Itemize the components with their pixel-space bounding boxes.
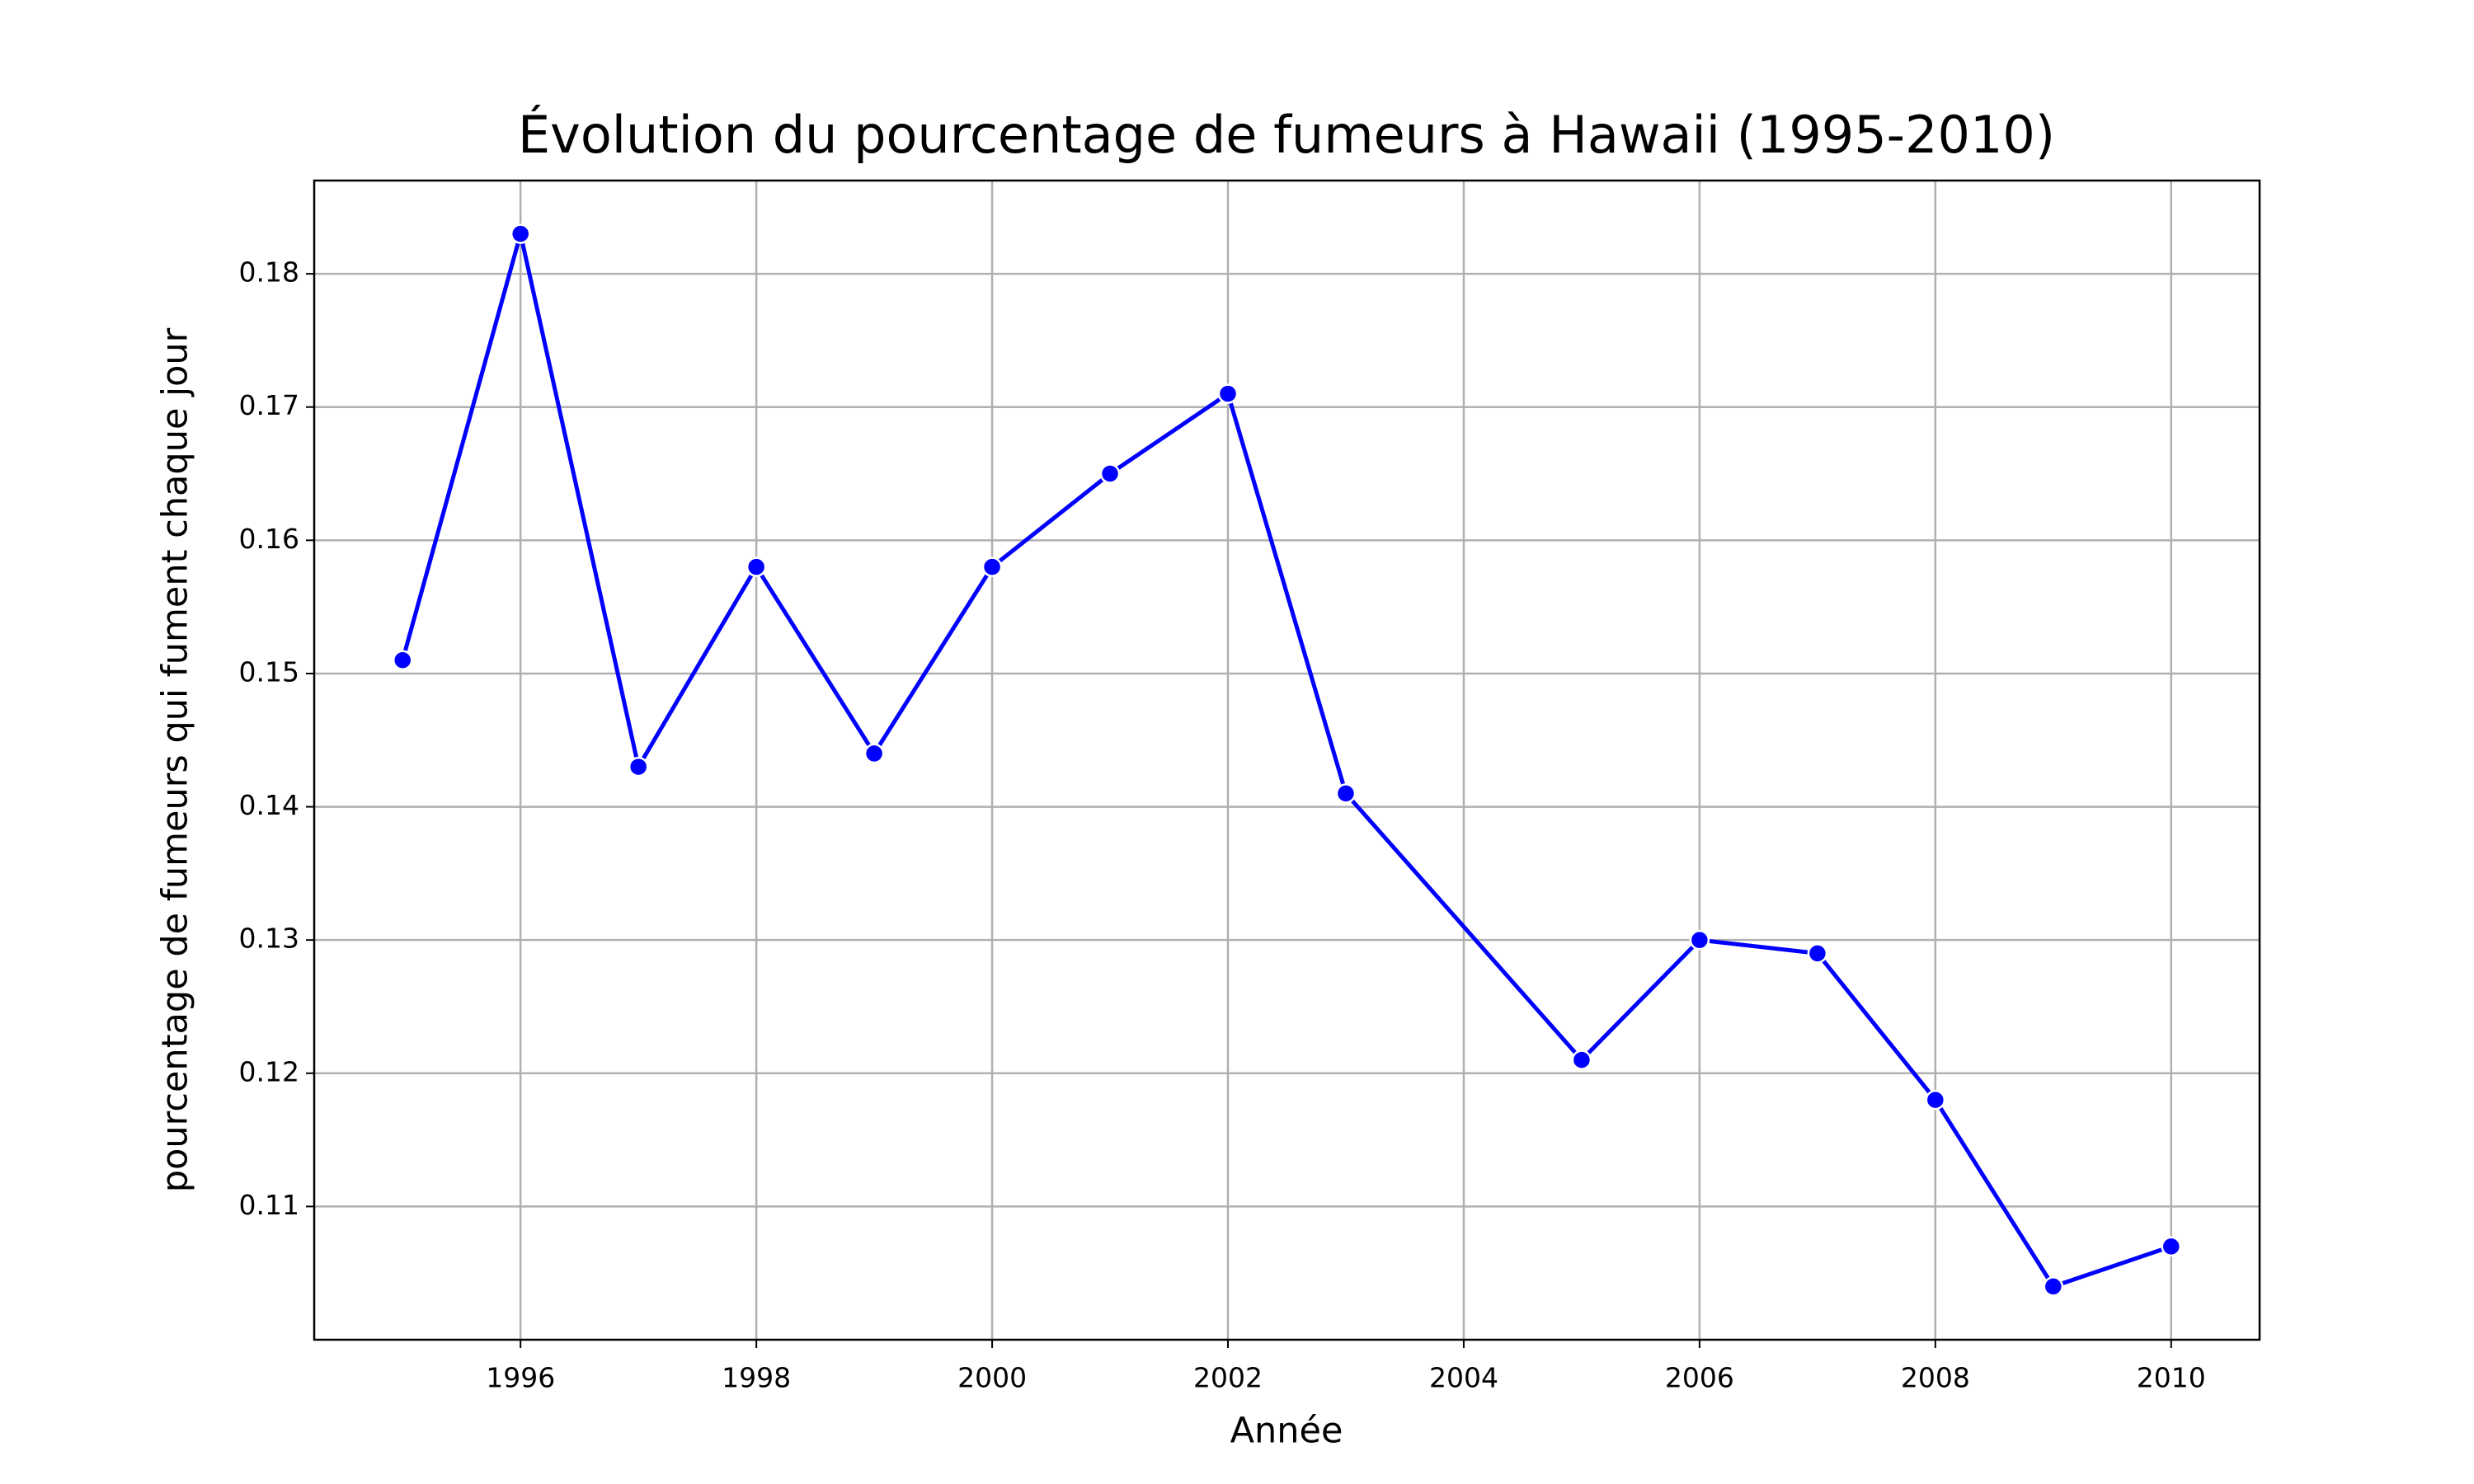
line [400, 232, 2172, 1289]
marker [2161, 1236, 2182, 1257]
marker [392, 650, 413, 671]
marker [1099, 463, 1121, 484]
y-tick-label: 0.12 [239, 1055, 299, 1087]
marker [2043, 1276, 2064, 1297]
y-tick-label: 0.13 [239, 923, 299, 955]
marker [863, 743, 885, 764]
y-tick-label: 0.18 [239, 256, 299, 289]
x-tick-label: 1998 [722, 1362, 791, 1394]
x-tick-label: 2002 [1193, 1362, 1263, 1394]
marker [1571, 1050, 1592, 1070]
marker [1807, 943, 1828, 964]
y-tick-label: 0.14 [239, 789, 299, 821]
y-tick-label: 0.15 [239, 655, 299, 688]
marker [745, 556, 767, 577]
y-tick-label: 0.16 [239, 523, 299, 555]
marker [1925, 1089, 1946, 1111]
marker [628, 756, 649, 777]
marker [1217, 383, 1239, 404]
y-tick-label: 0.11 [239, 1189, 299, 1221]
x-tick-label: 1996 [486, 1362, 555, 1394]
chart-title: Évolution du pourcentage de fumeurs à Ha… [518, 105, 2055, 165]
x-tick-label: 2004 [1429, 1362, 1498, 1394]
marker [1689, 929, 1710, 951]
x-tick-label: 2006 [1665, 1362, 1734, 1394]
x-tick-label: 2000 [957, 1362, 1027, 1394]
marker [1335, 783, 1357, 804]
x-axis-label: Année [1230, 1411, 1343, 1452]
x-tick-label: 2010 [2137, 1362, 2206, 1394]
plot-frame [313, 179, 2261, 1341]
x-tick-label: 2008 [1901, 1362, 1970, 1394]
y-tick-label: 0.17 [239, 389, 299, 421]
marker [981, 556, 1003, 577]
y-axis-label: pourcentage de fumeurs qui fument chaque… [155, 327, 196, 1192]
marker [510, 223, 531, 244]
